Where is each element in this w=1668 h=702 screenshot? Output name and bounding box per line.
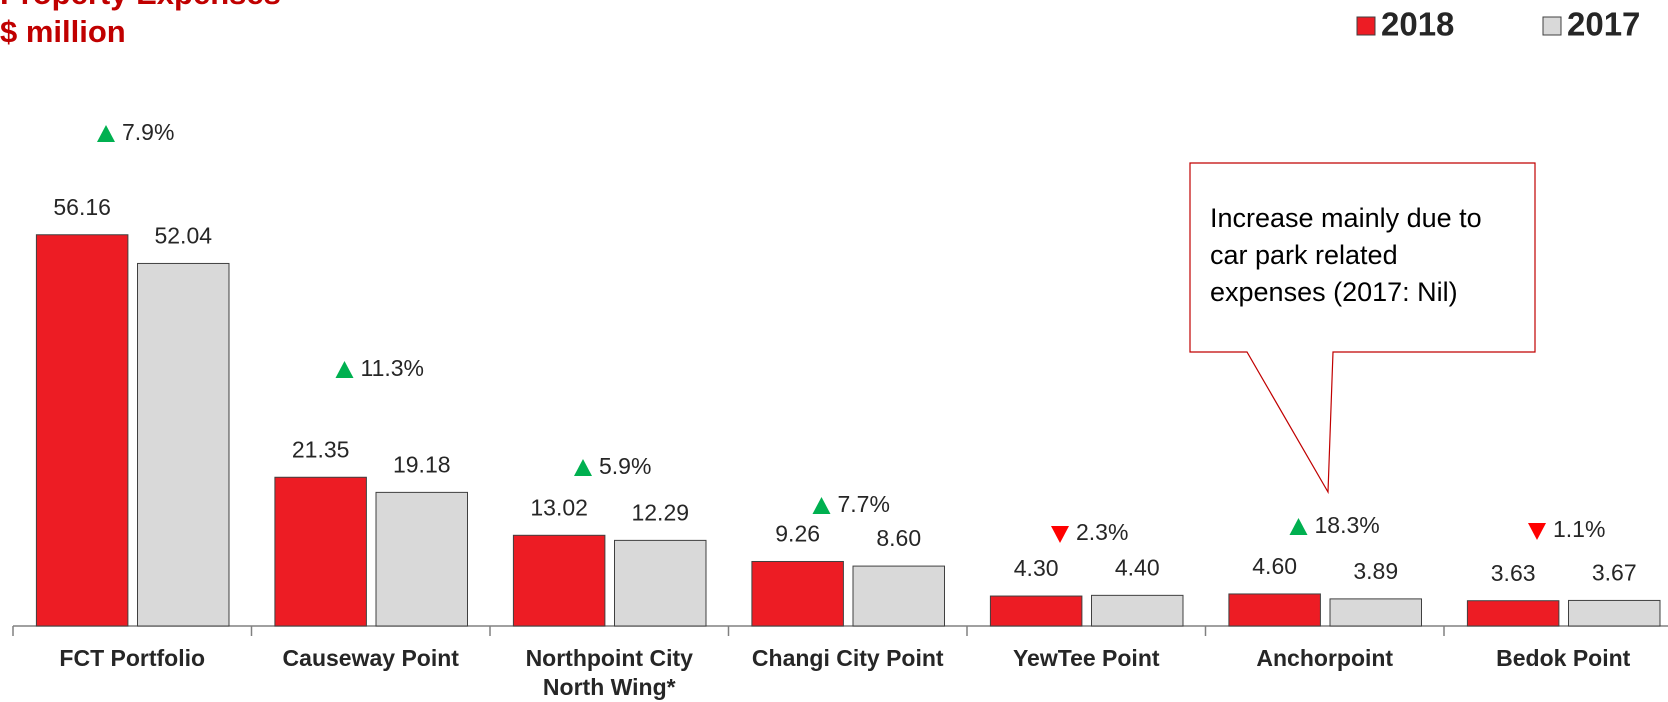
value-label: 52.04 xyxy=(154,223,212,249)
change-label: 7.9% xyxy=(122,119,174,145)
down-arrow xyxy=(1528,523,1546,540)
bar xyxy=(989,595,1083,627)
bar xyxy=(1228,593,1321,627)
value-label: 9.26 xyxy=(775,521,820,547)
bar xyxy=(614,539,707,627)
change-label: 18.3% xyxy=(1315,512,1380,538)
value-label: 3.89 xyxy=(1353,558,1398,584)
value-label: 4.60 xyxy=(1252,553,1297,579)
legend-label: 2017 xyxy=(1567,6,1640,43)
value-label: 13.02 xyxy=(530,494,588,520)
bar xyxy=(1091,594,1184,627)
legend-label: 2018 xyxy=(1381,6,1454,43)
bar xyxy=(1568,599,1661,627)
value-label: 3.63 xyxy=(1491,560,1536,586)
bar xyxy=(137,262,230,627)
value-label: 8.60 xyxy=(876,525,921,551)
value-label: 19.18 xyxy=(393,451,451,477)
x-tick-label: Changi City Point xyxy=(751,645,944,671)
change-label: 5.9% xyxy=(599,453,651,479)
bar xyxy=(1466,600,1560,627)
bar xyxy=(35,234,129,627)
x-tick-label: Anchorpoint xyxy=(1256,645,1394,671)
up-arrow xyxy=(812,497,831,514)
change-label: 7.7% xyxy=(838,491,890,517)
callout-box xyxy=(1189,162,1536,495)
up-arrow xyxy=(335,361,354,378)
value-label: 21.35 xyxy=(292,436,350,462)
value-label: 3.67 xyxy=(1592,560,1637,586)
chart-title: Property Expenses xyxy=(0,0,281,11)
bar xyxy=(375,491,468,627)
change-label: 1.1% xyxy=(1553,516,1605,542)
up-arrow xyxy=(1289,518,1308,535)
down-arrow xyxy=(1051,526,1069,543)
bar xyxy=(1329,598,1422,627)
legend-swatch xyxy=(1356,16,1376,36)
bar xyxy=(274,476,367,627)
value-label: 12.29 xyxy=(631,499,689,525)
x-tick-label: Northpoint City North Wing* xyxy=(525,645,693,700)
bar xyxy=(512,534,606,627)
x-tick-label: FCT Portfolio xyxy=(59,645,206,671)
chart-subtitle: $ million xyxy=(0,14,126,49)
x-tick-label: Bedok Point xyxy=(1496,645,1631,671)
up-arrow xyxy=(574,459,592,476)
value-label: 56.16 xyxy=(53,194,111,220)
value-label: 4.40 xyxy=(1115,554,1160,580)
up-arrow xyxy=(97,125,115,142)
annotation: Increase mainly due to car park related … xyxy=(1210,203,1482,307)
change-label: 11.3% xyxy=(361,355,425,381)
bar xyxy=(751,560,844,627)
value-label: 4.30 xyxy=(1014,555,1059,581)
legend-swatch xyxy=(1542,16,1562,36)
x-tick-label: YewTee Point xyxy=(1012,645,1160,671)
x-tick-label: Causeway Point xyxy=(282,645,459,671)
change-label: 2.3% xyxy=(1076,519,1128,545)
bar xyxy=(852,565,945,627)
